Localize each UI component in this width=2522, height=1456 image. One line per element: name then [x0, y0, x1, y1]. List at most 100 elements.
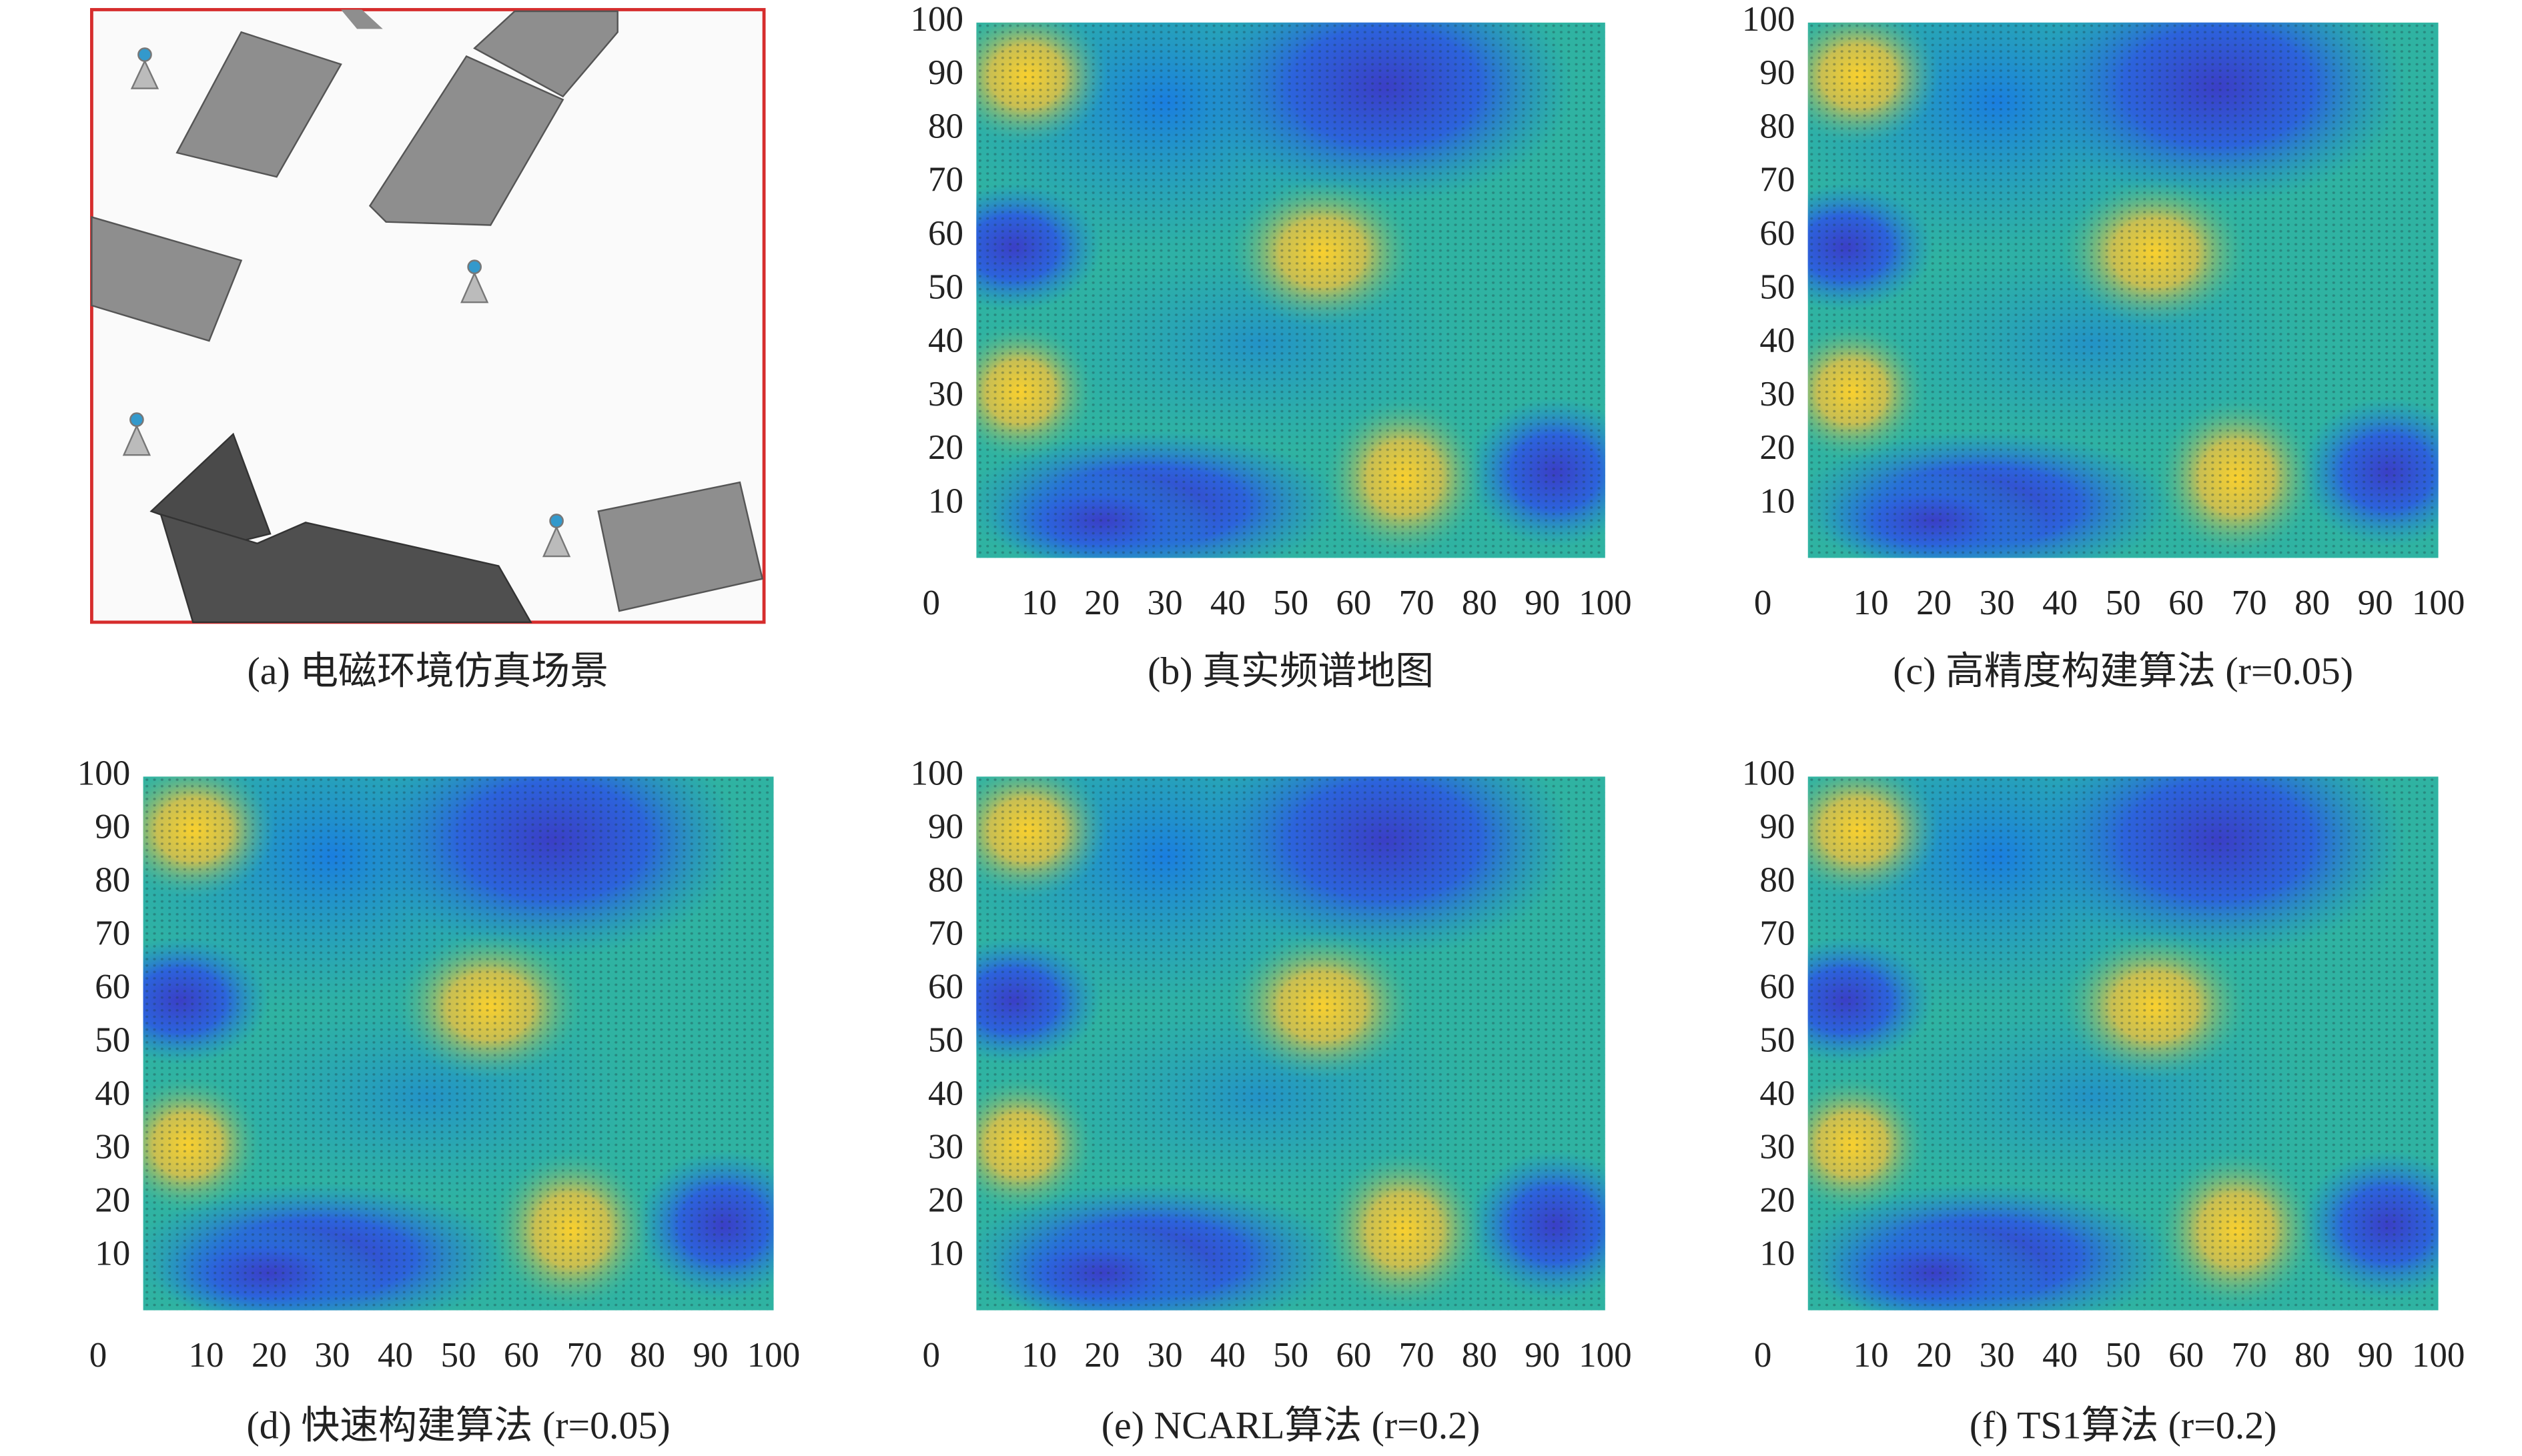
x-tick-label: 80 [2294, 1336, 2330, 1375]
x-tick-label: 90 [1525, 1336, 1560, 1375]
building [175, 31, 342, 178]
tower-antenna [129, 412, 144, 428]
x-tick-label: 40 [2042, 1336, 2078, 1375]
x-tick-label: 30 [315, 1336, 350, 1375]
x-tick-label: 40 [1210, 1336, 1246, 1375]
caption: (e) NCARL算法 (r=0.2) [1102, 1403, 1481, 1447]
x-tick-label: 60 [2168, 1336, 2204, 1375]
y-tick-label: 90 [928, 808, 963, 846]
y-tick-label: 100 [910, 0, 963, 39]
caption: (d) 快速构建算法 (r=0.05) [247, 1403, 671, 1447]
y-tick-label: 20 [1759, 428, 1795, 467]
x-tick-label: 50 [1273, 584, 1308, 622]
y-tick-label: 30 [95, 1128, 130, 1167]
x-tick-label: 90 [2358, 584, 2393, 622]
building [597, 481, 764, 612]
heatmap-panel: 10 20 30 40 50 60 70 80 90 100 0 10 20 30 40 50 60 70 80 90… [77, 754, 801, 1447]
heatmap-panel: 10 20 30 40 50 60 70 80 90 100 0 10 20 30 40 50 60 70 80 90… [910, 754, 1632, 1447]
x-tick-label: 70 [2232, 1336, 2267, 1375]
y-tick-label: 90 [928, 53, 963, 92]
y-tick-label: 10 [1759, 1235, 1795, 1273]
x-tick-label: 60 [2168, 584, 2204, 622]
y-tick-label: 40 [95, 1074, 130, 1113]
y-tick-label: 50 [928, 267, 963, 306]
x-tick-label: 50 [2106, 584, 2141, 622]
y-tick-label: 10 [928, 1235, 963, 1273]
heatmap-image [976, 776, 1605, 1311]
x-tick-label: 0 [923, 584, 941, 622]
x-tick-label: 20 [1916, 584, 1952, 622]
x-tick-label: 10 [1853, 1336, 1889, 1375]
y-tick-label: 40 [1759, 1074, 1795, 1113]
y-tick-label: 50 [95, 1021, 130, 1060]
tower-antenna [549, 514, 564, 528]
x-tick-label: 70 [567, 1336, 602, 1375]
y-tick-label: 50 [1759, 267, 1795, 306]
y-tick-label: 70 [928, 914, 963, 953]
x-tick-label: 40 [378, 1336, 413, 1375]
heatmap-panel: 10 20 30 40 50 60 70 80 90 100 0 10 20 30 40 50 60 70 80 90… [1742, 0, 2465, 693]
y-tick-label: 80 [928, 107, 963, 145]
x-tick-label: 50 [1273, 1336, 1308, 1375]
x-tick-label: 90 [1525, 584, 1560, 622]
y-tick-label: 10 [928, 482, 963, 520]
y-tick-label: 40 [928, 321, 963, 360]
x-tick-label: 0 [89, 1336, 107, 1375]
caption: (a) 电磁环境仿真场景 [248, 650, 608, 693]
x-tick-label: 10 [1853, 584, 1889, 622]
y-tick-label: 80 [95, 861, 130, 900]
heatmap-image [976, 22, 1605, 558]
y-tick-label: 60 [95, 968, 130, 1006]
tower [542, 525, 571, 558]
y-tick-label: 70 [928, 161, 963, 199]
y-tick-label: 30 [928, 375, 963, 414]
y-tick-label: 60 [928, 968, 963, 1006]
tower-antenna [467, 259, 482, 274]
x-tick-label: 100 [747, 1336, 801, 1375]
y-tick-label: 30 [928, 1128, 963, 1167]
x-tick-label: 10 [1021, 1336, 1057, 1375]
building [368, 55, 564, 226]
tower [130, 59, 159, 89]
x-tick-label: 70 [1399, 584, 1434, 622]
x-tick-label: 100 [1579, 584, 1632, 622]
x-tick-label: 100 [2412, 1336, 2465, 1375]
x-tick-label: 30 [1148, 1336, 1183, 1375]
heatmap-image [1807, 22, 2439, 558]
x-tick-label: 0 [923, 1336, 941, 1375]
y-tick-label: 10 [95, 1235, 130, 1273]
y-tick-label: 20 [95, 1181, 130, 1220]
y-tick-label: 90 [95, 808, 130, 846]
y-tick-label: 20 [928, 428, 963, 467]
y-tick-label: 100 [1742, 0, 1795, 39]
x-tick-label: 80 [1462, 584, 1497, 622]
y-tick-label: 60 [928, 214, 963, 253]
y-tick-label: 10 [1759, 482, 1795, 520]
y-tick-label: 60 [1759, 214, 1795, 253]
x-tick-label: 40 [2042, 584, 2078, 622]
y-tick-label: 40 [928, 1074, 963, 1113]
x-tick-label: 60 [1336, 584, 1371, 622]
x-tick-label: 30 [1980, 584, 2015, 622]
y-tick-label: 80 [928, 861, 963, 900]
x-tick-label: 0 [1754, 584, 1772, 622]
x-tick-label: 60 [504, 1336, 539, 1375]
x-tick-label: 80 [1462, 1336, 1497, 1375]
tower [460, 271, 489, 303]
x-tick-label: 20 [1084, 584, 1120, 622]
x-tick-label: 70 [2232, 584, 2267, 622]
y-tick-label: 50 [928, 1021, 963, 1060]
x-tick-label: 100 [1579, 1336, 1632, 1375]
x-tick-label: 90 [693, 1336, 729, 1375]
y-tick-label: 70 [1759, 914, 1795, 953]
y-tick-label: 80 [1759, 107, 1795, 145]
y-tick-label: 30 [1759, 375, 1795, 414]
x-tick-label: 20 [252, 1336, 287, 1375]
x-tick-label: 80 [2294, 584, 2330, 622]
y-tick-label: 100 [1742, 754, 1795, 792]
x-tick-label: 30 [1148, 584, 1183, 622]
building [91, 215, 243, 342]
x-tick-label: 100 [2412, 584, 2465, 622]
